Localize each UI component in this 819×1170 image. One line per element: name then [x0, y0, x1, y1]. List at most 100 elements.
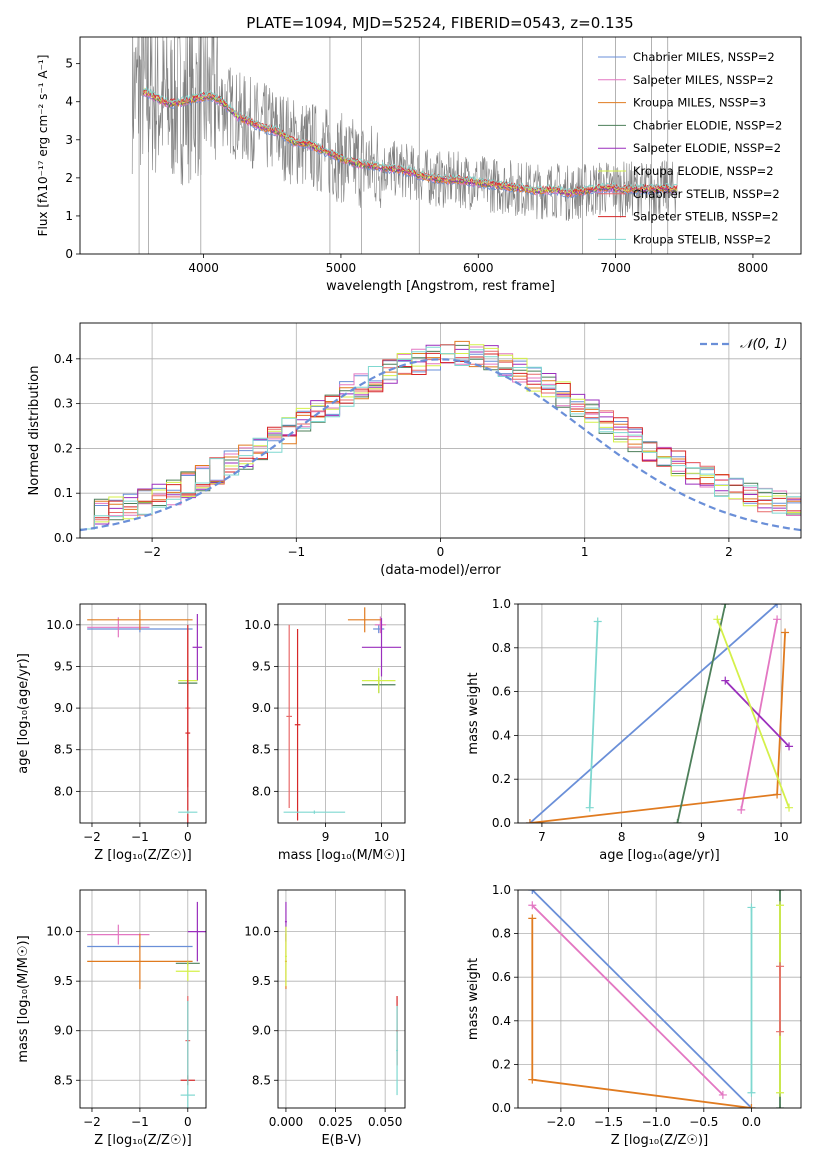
y-tick-label: 1.0: [492, 883, 511, 897]
weight-series-kroupa_elodie: [713, 615, 794, 812]
x-tick-label: 7: [538, 830, 546, 844]
x-tick-label: −1: [131, 830, 149, 844]
weight-line: [531, 890, 753, 1108]
y-tick-label: 8.5: [54, 1073, 73, 1087]
weight-marker: [785, 742, 794, 751]
axes-frame: [79, 36, 802, 255]
legend-label-salpeter_elodie: Salpeter ELODIE, NSSP=2: [633, 141, 781, 155]
errorbar-salpeter_elodie: [187, 901, 206, 962]
plot-area-age_vs_mass: [283, 607, 402, 821]
legend-label-chabrier_elodie: Chabrier ELODIE, NSSP=2: [633, 118, 782, 132]
figure-title: PLATE=1094, MJD=52524, FIBERID=0543, z=0…: [246, 14, 633, 32]
spectrum-x-axis-label: wavelength [Angstrom, rest frame]: [326, 279, 555, 294]
x-tick-label: −2: [83, 830, 101, 844]
y-tick-label: 0.0: [54, 531, 73, 545]
weight-marker: [747, 1088, 756, 1097]
y-tick-label: 0.4: [54, 352, 73, 366]
weight-marker: [747, 903, 756, 912]
x-tick-label: −1.0: [642, 1115, 671, 1129]
y-tick-label: 3: [65, 133, 73, 147]
weight_vs_Z-x-axis-label: Z [log₁₀(Z/Z☉)]: [611, 1133, 708, 1148]
weight-series-chabrier_miles: [525, 604, 782, 823]
x-tick-label: 10: [773, 830, 788, 844]
weight-marker: [776, 890, 785, 894]
errorbar-kroupa_miles: [87, 933, 193, 990]
weight-marker: [773, 615, 782, 624]
weight-line: [716, 618, 790, 809]
residual-legend: 𝒩(0, 1): [700, 337, 787, 352]
axes-frame: [517, 889, 802, 1109]
y-tick-label: 0.4: [492, 728, 511, 742]
data-spectrum-line: [131, 37, 678, 222]
weight-marker: [593, 617, 602, 626]
age_vs_mass-x-axis-label: mass [log₁₀(M/M☉)]: [278, 848, 405, 863]
errorbar-salpeter_miles: [374, 616, 386, 634]
axes-mass_vs_Z: −2 −1 0 8.5 9.0 9.5 10.0: [46, 889, 207, 1129]
y-tick-label: 0.2: [492, 772, 511, 786]
weight-marker: [673, 819, 682, 823]
x-tick-label: 5000: [326, 261, 357, 275]
errorbar-kroupa_stelib: [180, 1000, 195, 1108]
axes-age_vs_mass: 9 10 8.0 8.5 9.0 9.5 10.0: [244, 603, 406, 844]
y-tick-label: 4: [65, 95, 73, 109]
weight-marker: [721, 604, 730, 608]
y-tick-label: 0.2: [54, 441, 73, 455]
errorbar-kroupa_stelib: [178, 810, 198, 814]
weight-marker: [528, 1075, 537, 1084]
weight-series-kroupa_miles: [528, 914, 756, 1108]
y-tick-label: 2: [65, 171, 73, 185]
y-tick-label: 0: [65, 247, 73, 261]
y-tick-label: 0.0: [492, 816, 511, 830]
y-tick-label: 9.5: [252, 659, 271, 673]
weight-series-kroupa_stelib: [747, 903, 756, 1097]
axes-weight_vs_age: 7 8 9 10 0.0 0.2 0.4 0.6 0.8 1.0: [492, 597, 802, 844]
y-tick-label: 0.0: [492, 1101, 511, 1115]
y-tick-label: 9.0: [54, 701, 73, 715]
x-tick-label: 0.050: [368, 1115, 402, 1129]
y-tick-label: 0.2: [492, 1057, 511, 1071]
axes-frame: [79, 322, 802, 539]
weight-marker: [776, 962, 785, 971]
x-tick-label: 2: [725, 545, 733, 559]
spectrum-y-axis-label: Flux [fλ10⁻¹⁷ erg cm⁻² s⁻¹ A⁻¹]: [36, 55, 50, 237]
axes-weight_vs_Z: −2.0 −1.5 −1.0 −0.5 0.0 0.0 0.2 0.4 0.6 0.8 1.0: [492, 883, 802, 1129]
plot-area-weight_vs_age: [525, 604, 794, 823]
y-tick-label: 9.0: [252, 1024, 271, 1038]
errorbar-kroupa_miles: [87, 609, 193, 630]
y-tick-label: 0.6: [492, 685, 511, 699]
weight_vs_age-y-axis-label: mass weight: [466, 672, 481, 754]
errorbar-kroupa_stelib: [283, 810, 346, 814]
weight-series-chabrier_elodie: [673, 604, 730, 823]
weight-line: [529, 604, 778, 823]
y-tick-label: 10.0: [244, 618, 271, 632]
x-tick-label: 0: [184, 1115, 192, 1129]
y-tick-label: 10.0: [46, 618, 73, 632]
errorbar-kroupa_elodie: [284, 926, 287, 987]
weight-marker: [776, 901, 785, 910]
x-tick-label: 9: [698, 830, 706, 844]
axes-frame: [79, 603, 207, 824]
weight-series-kroupa_miles: [525, 628, 790, 823]
weight-series-salpeter_miles: [528, 901, 727, 1099]
histogram-kroupa_stelib: [80, 346, 801, 538]
x-tick-label: 10: [374, 830, 389, 844]
weight-marker: [528, 914, 537, 923]
y-tick-label: 9.0: [54, 1024, 73, 1038]
errorbar-salpeter_elodie: [361, 618, 402, 677]
y-tick-label: 10.0: [46, 925, 73, 939]
model-line-salpeter_stelib: [143, 88, 678, 193]
axes-frame: [277, 603, 406, 824]
y-tick-label: 8.0: [54, 784, 73, 798]
errorbar-salpeter_miles: [87, 617, 150, 638]
legend-label-gaussian: 𝒩(0, 1): [740, 337, 787, 352]
axes-mass_vs_ebv: 0.000 0.025 0.050 8.5 9.0 9.5 10.0: [244, 889, 406, 1129]
x-tick-label: 0: [184, 830, 192, 844]
x-tick-label: 4000: [188, 261, 219, 275]
y-tick-label: 8.0: [252, 784, 271, 798]
weight-line: [676, 604, 727, 823]
errorbar-chabrier_miles: [373, 624, 385, 634]
y-tick-label: 0.4: [492, 1014, 511, 1028]
weight-line: [529, 632, 786, 823]
plot-area-mass_vs_ebv: [284, 901, 399, 1096]
legend-label-salpeter_miles: Salpeter MILES, NSSP=2: [633, 73, 774, 87]
